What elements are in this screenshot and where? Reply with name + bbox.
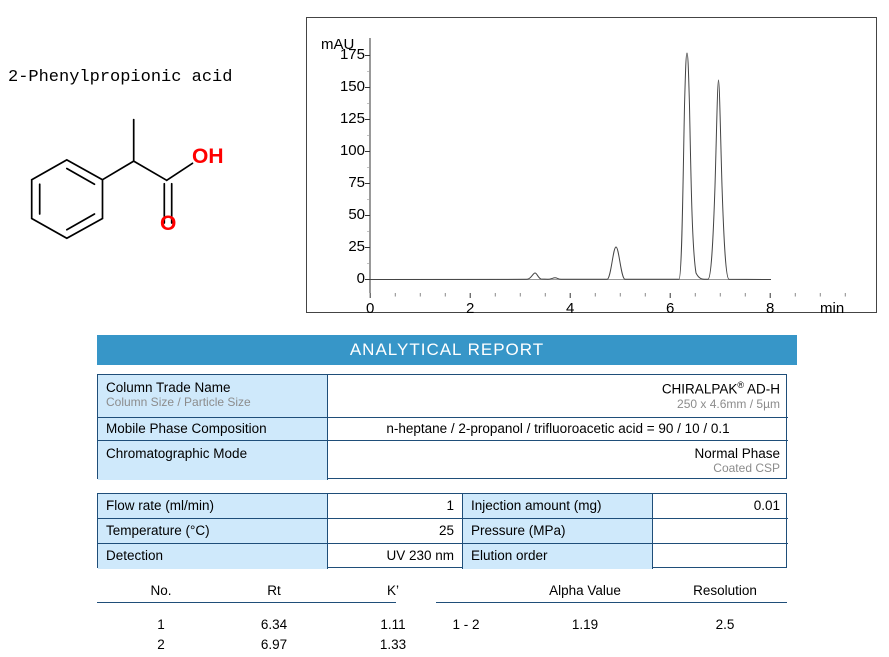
- svg-text:OH: OH: [192, 145, 224, 168]
- svg-text:O: O: [160, 212, 176, 235]
